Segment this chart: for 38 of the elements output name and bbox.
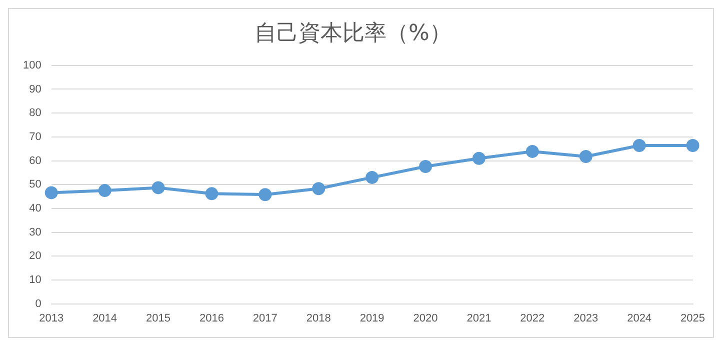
point [686,139,700,152]
point [312,182,326,196]
y-tick-label: 30 [29,226,42,238]
point [258,188,272,202]
point [98,184,112,198]
x-tick-label: 2017 [252,312,278,324]
y-tick-label: 70 [29,130,42,143]
point [472,152,486,165]
x-tick-label: 2020 [413,312,438,324]
y-tick-label: 60 [29,154,42,167]
x-tick-label: 2021 [466,312,492,324]
x-tick-label: 2013 [39,312,64,324]
point [526,144,539,158]
x-tick-label: 2022 [520,312,545,324]
y-tick-label: 80 [29,107,42,120]
x-tick-label: 2024 [627,312,652,324]
y-tick-label: 20 [29,250,42,262]
x-tick-label: 2025 [680,312,706,324]
x-tick-label: 2014 [92,312,118,324]
x-tick-label: 2015 [146,312,170,324]
chart-title: 自己資本比率（%） [254,20,452,46]
point [205,187,218,200]
point [579,150,592,163]
y-tick-label: 90 [29,83,42,96]
y-tick-label: 50 [29,178,42,191]
x-tick-label: 2019 [360,312,384,324]
point [152,181,165,194]
y-tick-label: 40 [29,202,42,214]
point [366,170,379,184]
point [632,139,646,152]
y-tick-label: 0 [35,298,42,310]
y-tick-label: 100 [22,59,42,72]
x-tick-label: 2016 [199,312,224,324]
point [419,160,432,173]
x-tick-label: 2018 [306,312,331,324]
y-tick-label: 10 [29,274,42,286]
x-tick-label: 2023 [574,312,598,324]
point [44,186,58,200]
